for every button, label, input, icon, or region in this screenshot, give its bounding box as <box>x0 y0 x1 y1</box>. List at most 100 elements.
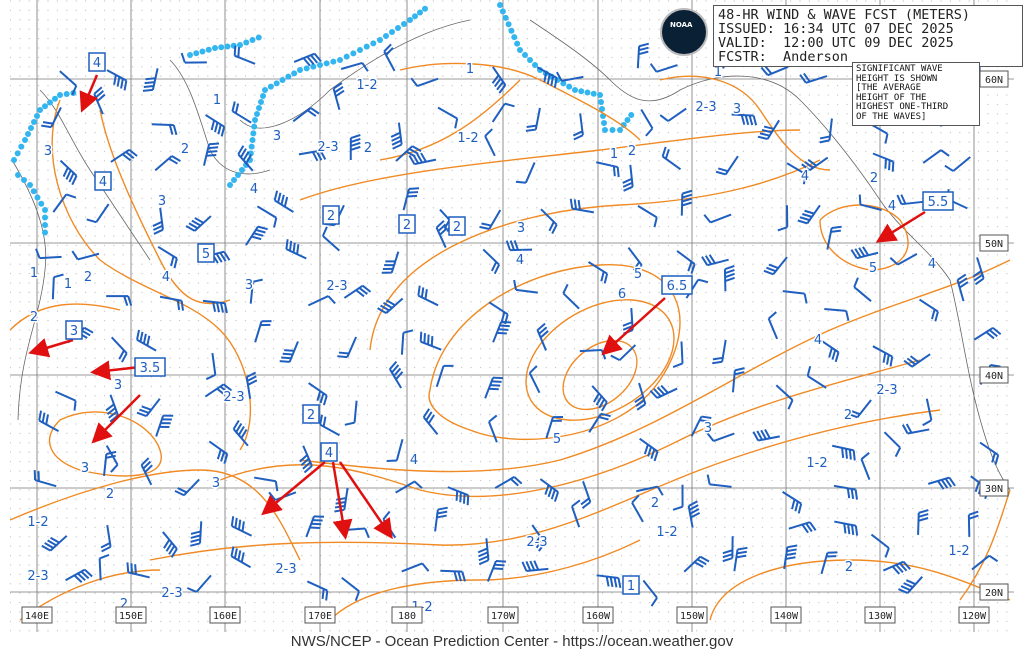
sea-ice-dot <box>572 87 578 93</box>
sea-ice-dot <box>350 50 357 57</box>
wind-barb <box>484 128 496 157</box>
sea-ice-dot <box>254 111 260 117</box>
sea-ice-dot <box>18 143 25 150</box>
sea-ice-dot <box>248 143 255 150</box>
wind-barb <box>186 574 212 593</box>
wind-barb-feather <box>612 166 616 177</box>
sea-ice-dot <box>508 27 515 34</box>
sea-ice-dot <box>517 47 523 53</box>
wind-barb-feather <box>257 225 268 231</box>
sea-ice-dot <box>377 37 383 43</box>
wind-barb-staff <box>656 64 678 73</box>
wind-barb-feather <box>84 568 93 578</box>
wind-barb <box>71 250 100 261</box>
wind-barb <box>65 568 93 583</box>
wind-barb-feather <box>252 278 263 283</box>
wind-barb-feather <box>121 352 128 363</box>
wind-barb-feather <box>843 523 847 534</box>
wind-barb-staff <box>52 193 68 213</box>
wind-barb-feather <box>284 349 295 352</box>
wind-barb-feather <box>704 255 712 265</box>
wind-barb-staff <box>95 203 110 223</box>
wind-barb-feather <box>884 158 888 169</box>
wind-barb <box>447 486 470 506</box>
wind-barb-feather <box>845 310 850 321</box>
sea-ice-dot <box>63 91 70 97</box>
wind-barb-feather <box>656 486 664 496</box>
wind-barb-feather <box>660 384 669 394</box>
wind-barb-feather <box>391 135 402 142</box>
wind-barb <box>540 208 558 235</box>
wind-barb-feather <box>681 197 693 203</box>
wind-barb <box>733 546 748 572</box>
wind-barb <box>159 295 184 311</box>
wind-barb-feather <box>234 517 238 529</box>
wind-barb-feather <box>794 501 799 512</box>
wave-height-label: 2 <box>844 408 852 423</box>
wind-barb-feather <box>241 521 245 532</box>
wind-barb-feather <box>701 256 709 266</box>
wind-barb-feather <box>232 419 240 430</box>
wind-barb-staff <box>922 149 942 164</box>
sea-ice-dot <box>601 120 607 126</box>
wind-barb-feather <box>177 487 188 494</box>
wind-barb-feather <box>688 500 698 507</box>
wind-barb-feather <box>918 517 929 522</box>
wind-barb-feather <box>237 550 242 561</box>
sea-ice-dot <box>532 62 538 68</box>
wind-barb-feather <box>439 227 448 236</box>
wind-barb-feather <box>852 450 856 461</box>
wind-barb-feather <box>279 360 290 363</box>
wind-barb <box>683 555 710 573</box>
wind-barb-feather <box>494 77 502 88</box>
wind-barb-feather <box>106 407 116 415</box>
wind-barb <box>208 440 229 465</box>
wind-barb <box>676 250 696 274</box>
wind-barb-feather <box>786 548 797 553</box>
wave-height-label: 4 <box>888 199 896 214</box>
wind-barb-feather <box>206 154 217 157</box>
wind-barb <box>157 245 178 269</box>
wave-height-label: 2 <box>181 142 189 157</box>
longitude-label: 120W <box>962 611 987 622</box>
sea-ice-dot <box>590 90 597 97</box>
wind-barb-feather <box>706 432 715 442</box>
red-arrow <box>875 210 926 243</box>
wind-barb <box>33 470 57 488</box>
wind-barb-feather <box>894 447 902 458</box>
wind-barb-feather <box>219 252 227 262</box>
wind-barb-feather <box>650 448 656 460</box>
wind-barb-feather <box>481 222 492 227</box>
wind-barb-feather <box>296 244 300 255</box>
wind-barb-feather <box>208 142 220 146</box>
wave-height-label: 1 <box>610 147 618 162</box>
wind-barb-feather <box>600 271 605 282</box>
wind-barb-feather <box>358 287 368 295</box>
wave-height-box-value: 2 <box>307 408 315 423</box>
wind-barb-feather <box>802 174 808 185</box>
wind-barb-feather <box>310 107 320 115</box>
wind-barb <box>545 416 564 439</box>
wind-barb-feather <box>335 89 345 98</box>
wind-barb-feather <box>170 548 178 558</box>
sea-ice-dot <box>256 105 262 111</box>
wind-barb-feather <box>521 561 528 572</box>
sea-ice-dot <box>578 88 585 95</box>
wind-barb-feather <box>903 359 913 368</box>
wind-barb <box>701 254 729 267</box>
wind-barb-feather <box>635 399 645 407</box>
wind-barb <box>126 562 150 579</box>
wind-barb-feather <box>136 329 141 340</box>
wind-barb-feather <box>968 510 979 516</box>
wind-barb-feather <box>488 387 499 391</box>
wind-barb-feather <box>411 145 422 152</box>
wind-barb <box>539 478 560 502</box>
sea-ice-dot <box>22 137 28 143</box>
wind-barb-feather <box>529 560 536 571</box>
wind-barb <box>174 478 200 497</box>
wind-barb-feather <box>207 150 218 153</box>
wind-barb <box>341 576 361 602</box>
sea-ice-dot <box>187 52 193 58</box>
wave-height-box-value: 2 <box>453 220 461 235</box>
wind-barb-feather <box>145 77 156 81</box>
